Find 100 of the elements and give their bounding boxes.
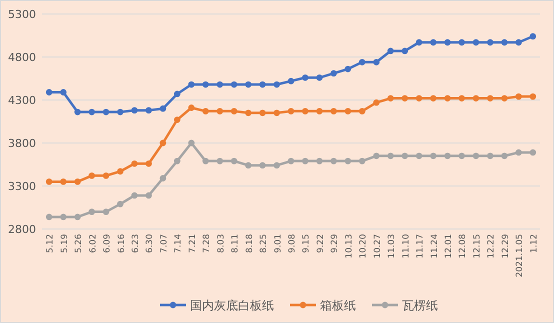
- point: [160, 140, 166, 146]
- x-tick-label: 6.09: [102, 234, 113, 253]
- x-tick-label: 12.29: [500, 234, 511, 258]
- x-tick-label: 9.08: [288, 234, 298, 253]
- point: [245, 162, 252, 169]
- point: [174, 90, 180, 98]
- x-tick-label: 6.23: [130, 234, 141, 253]
- point: [501, 152, 508, 160]
- point: [230, 108, 238, 114]
- x-tick-label: 11.03: [387, 234, 398, 258]
- point: [530, 149, 536, 156]
- point: [188, 140, 195, 146]
- x-tick-label: 5.12: [46, 234, 56, 253]
- point: [373, 58, 380, 66]
- x-tick-label: 11.17: [416, 234, 426, 258]
- point: [216, 158, 224, 164]
- point: [102, 208, 110, 215]
- point: [288, 108, 294, 114]
- point: [316, 74, 323, 81]
- point: [373, 99, 380, 106]
- x-tick-label: 6.30: [145, 234, 156, 253]
- point: [60, 178, 67, 185]
- x-tick-label: 12.08: [458, 234, 468, 258]
- point: [430, 152, 436, 160]
- point: [60, 214, 67, 220]
- x-tick-label: 9.01: [273, 234, 284, 253]
- point: [88, 208, 95, 215]
- point: [188, 104, 195, 111]
- point: [530, 33, 536, 40]
- point: [174, 158, 180, 164]
- point: [102, 172, 110, 179]
- point: [358, 158, 366, 164]
- x-tick-label: 12.01: [444, 234, 454, 258]
- point: [515, 93, 522, 100]
- point: [146, 160, 152, 167]
- x-tick-label: 10.27: [372, 234, 383, 258]
- x-tick-label: 5.26: [74, 234, 84, 253]
- point: [472, 39, 480, 46]
- x-tick-label: 8.11: [230, 234, 241, 253]
- point: [60, 89, 67, 96]
- x-tick-label: 8.25: [259, 234, 270, 253]
- point: [330, 158, 337, 164]
- point: [344, 158, 352, 164]
- point: [117, 168, 124, 175]
- point: [288, 158, 294, 164]
- point: [458, 39, 465, 46]
- point: [515, 39, 522, 46]
- x-tick-label: 9.22: [316, 234, 326, 253]
- x-tick-label: 7.14: [174, 234, 184, 253]
- point: [74, 178, 81, 185]
- y-tick-label: 4300: [8, 94, 36, 107]
- point: [444, 152, 451, 160]
- point: [373, 152, 380, 160]
- point: [530, 93, 536, 100]
- point: [402, 48, 408, 54]
- point: [316, 108, 323, 114]
- point: [387, 95, 394, 102]
- x-tick-label: 10.13: [344, 234, 354, 258]
- point: [202, 108, 209, 114]
- x-tick-label: 8.03: [216, 234, 226, 253]
- point: [274, 162, 280, 169]
- point: [117, 108, 124, 116]
- point: [487, 95, 494, 102]
- point: [472, 95, 480, 102]
- point: [387, 48, 394, 54]
- point: [387, 152, 394, 160]
- y-tick-label: 2800: [8, 223, 36, 236]
- x-tick-label: 7.28: [202, 234, 212, 253]
- point: [430, 39, 436, 46]
- point: [515, 149, 522, 156]
- y-tick-label: 3300: [8, 180, 36, 193]
- point: [146, 107, 152, 114]
- point: [160, 175, 166, 182]
- point: [245, 110, 252, 116]
- point: [216, 108, 224, 114]
- point: [416, 95, 422, 102]
- x-tick-label: 6.16: [116, 234, 127, 253]
- x-tick-label: 12.22: [486, 234, 497, 258]
- point: [202, 158, 209, 164]
- point: [102, 108, 110, 116]
- x-tick-label: 11.24: [430, 234, 440, 258]
- x-tick-label: 12.15: [472, 234, 482, 258]
- y-tick-label: 3800: [8, 137, 36, 150]
- legend-label: 国内灰底白板纸: [190, 298, 274, 312]
- point: [458, 95, 465, 102]
- point: [88, 108, 95, 116]
- point: [259, 110, 266, 116]
- point: [302, 74, 308, 81]
- x-tick-label: 7.21: [188, 234, 198, 253]
- point: [131, 107, 138, 114]
- y-tick-label: 5300: [8, 8, 36, 21]
- x-tick-label: 6.02: [88, 234, 98, 253]
- x-tick-label: 1.12: [529, 234, 540, 253]
- point: [245, 81, 252, 88]
- point: [444, 95, 451, 102]
- x-tick-label: 2021.1.05: [515, 234, 526, 278]
- point: [501, 95, 508, 102]
- point: [458, 152, 465, 160]
- point: [501, 39, 508, 46]
- point: [316, 158, 323, 164]
